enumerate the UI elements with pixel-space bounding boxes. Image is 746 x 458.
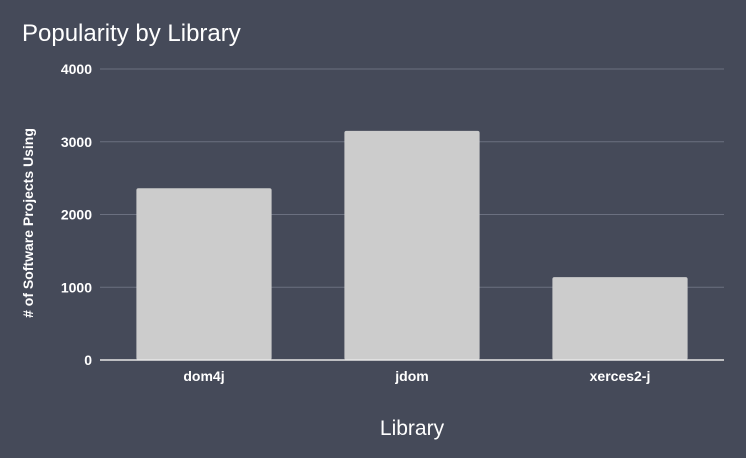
y-tick-label-2000: 2000 [61,207,92,223]
x-tick-label-jdom: jdom [394,368,428,384]
x-axis-categories: dom4j jdom xerces2-j [183,368,650,384]
y-axis-label: # of Software Projects Using [20,128,36,318]
y-tick-label-1000: 1000 [61,279,92,295]
x-tick-label-xerces2-j: xerces2-j [590,368,651,384]
y-tick-label-4000: 4000 [61,61,92,77]
y-tick-label-3000: 3000 [61,134,92,150]
bar-xerces2-j [552,277,688,360]
x-axis-label: Library [380,417,445,440]
y-tick-label-0: 0 [84,352,92,368]
x-tick-label-dom4j: dom4j [183,368,224,384]
bar-jdom [344,130,480,360]
bar-dom4j [136,188,272,360]
bars [136,130,688,360]
y-axis-ticks: 0 1000 2000 3000 4000 [61,61,92,368]
chart-title: Popularity by Library [22,20,241,47]
